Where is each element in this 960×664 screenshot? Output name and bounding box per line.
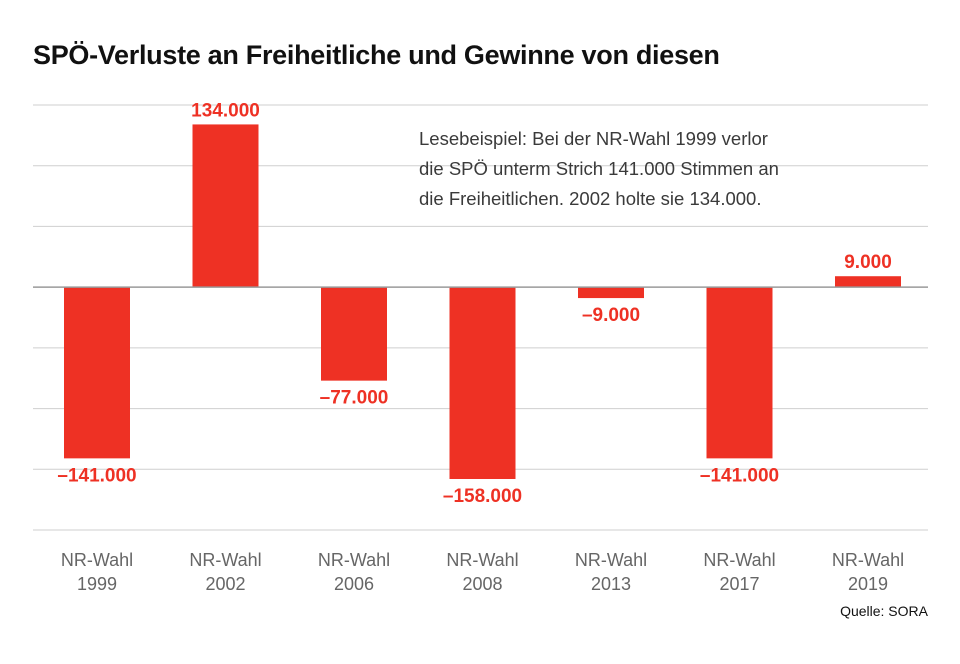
value-label-1999: –141.000: [57, 465, 136, 486]
category-label-2019-line-1: NR-Wahl: [832, 550, 904, 570]
bar-2017: [706, 287, 773, 459]
category-label-2006-line-2: 2006: [334, 574, 374, 594]
reading-example-note: Lesebeispiel: Bei der NR-Wahl 1999 verlo…: [419, 124, 839, 214]
category-label-2008-line-1: NR-Wahl: [446, 550, 518, 570]
bar-2002: [192, 124, 259, 288]
bar-2008: [449, 287, 516, 479]
bars: [64, 124, 901, 479]
category-labels: NR-Wahl 1999 NR-Wahl 2002 NR-Wahl 2006 NR-Wahl…: [61, 550, 904, 594]
bar-1999: [64, 287, 130, 459]
category-label-2013-line-1: NR-Wahl: [575, 550, 647, 570]
category-label-2002-line-2: 2002: [205, 574, 245, 594]
source-note: Quelle: SORA: [840, 603, 928, 619]
category-label-2006-line-1: NR-Wahl: [318, 550, 390, 570]
value-label-2002: 134.000: [191, 100, 260, 121]
note-line-1: Lesebeispiel: Bei der NR-Wahl 1999 verlo…: [419, 128, 768, 149]
category-label-1999-line-1: NR-Wahl: [61, 550, 133, 570]
value-label-2006: –77.000: [320, 388, 389, 409]
value-label-2019: 9.000: [844, 252, 892, 273]
category-label-2017-line-2: 2017: [719, 574, 759, 594]
category-label-2008-line-2: 2008: [462, 574, 502, 594]
bar-2013: [578, 287, 644, 299]
note-line-3: die Freiheitlichen. 2002 holte sie 134.0…: [419, 188, 762, 209]
category-label-2013-line-2: 2013: [591, 574, 631, 594]
value-label-2008: –158.000: [443, 486, 522, 507]
category-label-1999-line-2: 1999: [77, 574, 117, 594]
bar-2019: [835, 276, 901, 288]
value-label-2013: –9.000: [582, 305, 640, 326]
category-label-2019-line-2: 2019: [848, 574, 888, 594]
value-labels: –141.000 134.000 –77.000 –158.000 –9.000 –141…: [57, 100, 891, 507]
chart-title: SPÖ-Verluste an Freiheitliche und Gewinn…: [33, 40, 720, 70]
category-label-2002-line-1: NR-Wahl: [189, 550, 261, 570]
note-line-2: die SPÖ unterm Strich 141.000 Stimmen an: [419, 158, 779, 179]
bar-2006: [321, 287, 387, 381]
value-label-2017: –141.000: [700, 465, 779, 486]
category-label-2017-line-1: NR-Wahl: [703, 550, 775, 570]
